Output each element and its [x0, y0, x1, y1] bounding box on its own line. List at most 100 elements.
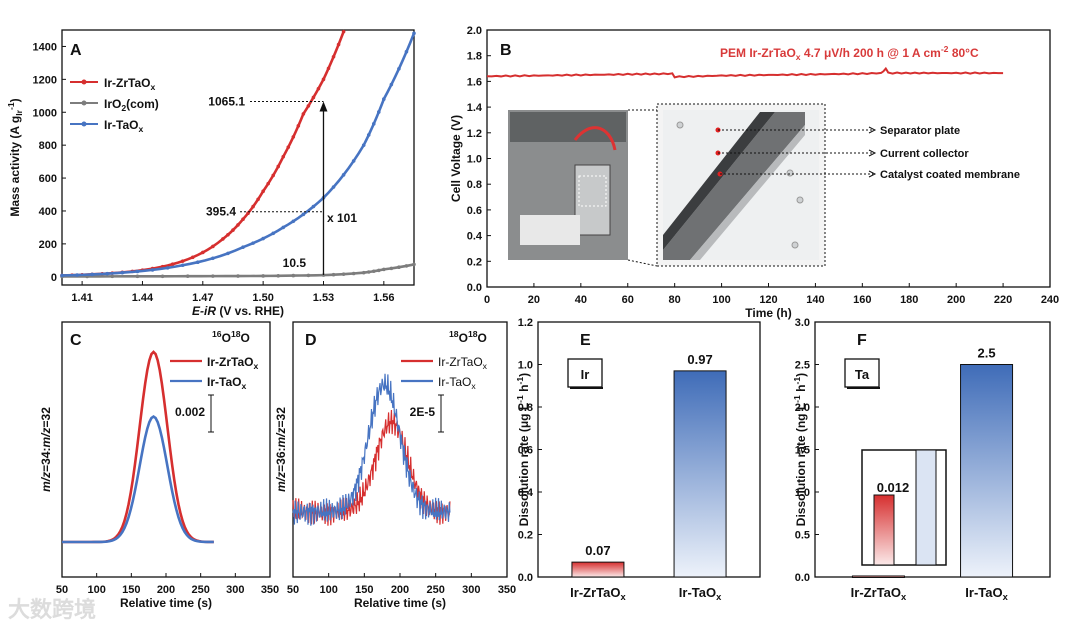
- panel-b-xtick-label: 160: [853, 294, 871, 306]
- panel-b-photo-highlight: [578, 175, 607, 207]
- panel-a-point: [336, 42, 341, 47]
- panel-d-xtick-label: 100: [319, 584, 337, 596]
- panel-f-ytick-label: 3.0: [795, 317, 810, 329]
- panel-a-point: [377, 110, 381, 114]
- panel-a-point: [404, 49, 409, 54]
- panel-e-category-label: Ir-ZrTaOx: [570, 585, 626, 602]
- panel-d-xtick-label: 50: [287, 584, 299, 596]
- panel-a-point: [241, 245, 245, 249]
- panel-e-ytick-label: 0.2: [518, 530, 533, 542]
- panel-b-ytick-label: 1.6: [467, 76, 482, 88]
- panel-e-element-box: [567, 358, 603, 388]
- panel-a-point: [261, 189, 265, 194]
- panel-c-xtick-label: 300: [226, 584, 244, 596]
- panel-d-xlabel: Relative time (s): [354, 596, 446, 610]
- panel-a-legend-marker: [81, 79, 87, 85]
- panel-a-annotation-1065: 1065.1: [208, 95, 245, 109]
- panel-b-xtick-label: 80: [669, 294, 681, 306]
- panel-a-point: [90, 272, 94, 277]
- panel-a-point: [326, 66, 331, 71]
- panel-a-point: [301, 112, 306, 116]
- panel-a-point: [382, 97, 386, 101]
- panel-a-ytick-label: 0: [51, 272, 57, 284]
- panel-e-element-label: Ir: [581, 367, 590, 382]
- panel-a-ytick-label: 400: [39, 206, 57, 218]
- panel-f-category-label: Ir-TaOx: [965, 585, 1008, 602]
- watermark: 大数跨境: [8, 598, 97, 623]
- panel-a-series-2: [61, 32, 416, 277]
- panel-a-point: [251, 204, 255, 209]
- panel-e-bar: [673, 370, 727, 578]
- panel-a-xlabel: E-iR (V vs. RHE): [192, 304, 284, 318]
- panel-a-point: [110, 274, 115, 279]
- panel-b-title: PEM Ir-ZrTaOx 4.7 μV/h 200 h @ 1 A cm-2 …: [720, 44, 979, 62]
- panel-d-series-1: [292, 373, 451, 526]
- panel-a-annotation-10: 10.5: [283, 256, 307, 270]
- panel-e-letter: E: [580, 332, 591, 349]
- panel-a-point: [377, 268, 381, 273]
- panel-c-ylabel: m/z=34:m/z=32: [39, 407, 53, 492]
- panel-a-point: [371, 269, 376, 274]
- panel-c-scale-label: 0.002: [175, 405, 205, 419]
- panel-b-ytick-label: 0.8: [467, 179, 482, 191]
- panel-a-ytick-label: 200: [39, 239, 57, 251]
- panel-a-point: [60, 273, 64, 278]
- panel-f-inset-bar-blue: [915, 449, 937, 566]
- panel-a-point: [311, 204, 316, 209]
- panel-a-point: [160, 274, 165, 279]
- panel-c-xlabel: Relative time (s): [120, 596, 212, 610]
- panel-a-arrow-head: [319, 101, 328, 112]
- panel-b-xtick-label: 220: [994, 294, 1012, 306]
- panel-f-bar-value: 2.5: [978, 346, 996, 361]
- panel-a-xtick-label: 1.41: [71, 292, 92, 304]
- panel-a-point: [271, 173, 276, 178]
- panel-b-xtick-label: 180: [900, 294, 918, 306]
- panel-c-xtick-label: 50: [56, 584, 68, 596]
- panel-a-point: [286, 145, 291, 149]
- panel-d-xtick-label: 200: [391, 584, 409, 596]
- panel-f-ytick-label: 1.0: [795, 487, 810, 499]
- panel-e-ytick-label: 1.2: [518, 317, 533, 329]
- panel-a-point: [165, 266, 170, 270]
- panel-a-point: [351, 159, 356, 163]
- panel-a-point: [150, 268, 155, 272]
- panel-b-ytick-label: 0.0: [467, 282, 482, 294]
- panel-a-ylabel: Mass activity (A gIr-1): [6, 98, 24, 216]
- panel-a-legend-marker: [81, 100, 87, 106]
- panel-a-point: [211, 274, 215, 278]
- panel-a-point: [276, 273, 281, 278]
- panel-a-point: [341, 272, 346, 276]
- panel-f-ytick-label: 2.5: [795, 360, 810, 372]
- panel-e-bar-value: 0.07: [585, 543, 610, 558]
- panel-b-zoom-screw: [796, 196, 804, 204]
- panel-b-ytick-label: 1.0: [467, 154, 482, 166]
- panel-b-zoom-screw: [786, 169, 794, 177]
- panel-a-xtick-label: 1.56: [373, 292, 394, 304]
- panel-a-point: [221, 237, 225, 241]
- panel-f-ytick-label: 1.5: [795, 445, 810, 457]
- panel-a-point: [361, 270, 366, 275]
- panel-e-ytick-label: 0.8: [518, 402, 533, 414]
- panel-a-point: [301, 212, 306, 217]
- panel-d-xtick-label: 150: [355, 584, 373, 596]
- panel-a-point: [412, 262, 416, 267]
- panel-b-ytick-label: 0.4: [467, 231, 483, 243]
- panel-c-isotope-tag: 16O18O: [212, 329, 250, 345]
- panel-c-xtick-label: 350: [261, 584, 279, 596]
- panel-a-point: [170, 262, 175, 266]
- panel-a-point: [331, 272, 336, 277]
- panel-e-ytick-label: 0.4: [518, 487, 534, 499]
- panel-a-point: [180, 263, 185, 268]
- panel-a-point: [412, 31, 416, 36]
- panel-c-xtick-label: 250: [191, 584, 209, 596]
- panel-b-xtick-label: 120: [759, 294, 777, 306]
- panel-b-zoom-screw: [676, 121, 684, 129]
- panel-e-ytick-label: 1.0: [518, 360, 533, 372]
- panel-f-inset-bar-red: [873, 494, 895, 566]
- panel-a-point: [341, 29, 346, 34]
- panel-c-letter: C: [70, 332, 82, 349]
- panel-a-point: [321, 77, 326, 82]
- panel-a-point: [366, 270, 371, 274]
- panel-a-point: [211, 244, 215, 249]
- panel-a-point: [226, 232, 230, 237]
